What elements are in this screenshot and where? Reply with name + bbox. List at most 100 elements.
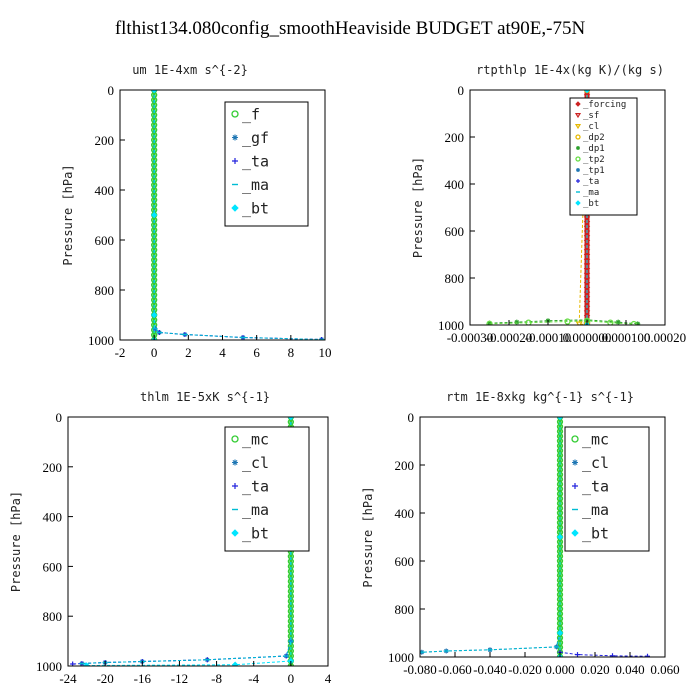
legend-entry: _dp2 [583,133,605,143]
data-point [635,321,641,325]
x-tick-label: -4 [248,671,259,686]
y-tick-label: 600 [43,559,63,574]
data-point [607,319,614,325]
data-point [583,90,591,94]
data-point [487,320,492,325]
legend-marker [232,134,238,141]
x-tick-label: 4 [325,671,332,686]
legend-entry: _ma [242,501,269,519]
x-tick-label: 0 [151,345,158,360]
y-tick-label: 200 [445,130,465,145]
legend-marker [571,529,579,537]
x-tick-label: -0.020 [508,662,542,677]
legend-marker [231,204,239,212]
x-tick-label: -0.040 [473,662,507,677]
x-tick-label: 8 [288,345,295,360]
y-tick-label: 200 [95,133,115,148]
data-point [575,652,580,657]
legend-entry: _tp2 [583,155,605,165]
y-tick-label: 0 [108,83,115,98]
legend-marker [575,101,581,107]
x-tick-label: -0.060 [438,662,472,677]
chart-title: rtm 1E-8xkg kg^{-1} s^{-1} [446,390,634,404]
legend-entry: _bt [583,199,599,209]
data-point [564,318,571,325]
chart-title: thlm 1E-5xK s^{-1} [140,390,270,404]
y-tick-label: 0 [56,410,63,425]
plot-area [150,90,325,340]
x-tick-label: 0.060 [650,662,679,677]
x-tick-label: 0.000 [545,662,574,677]
x-tick-label: 0 [288,671,295,686]
legend-entry: _gf [242,129,269,147]
legend-entry: _tp1 [583,166,605,176]
legend-entry: _bt [242,199,269,217]
chart-panel-1: um 1E-4xm s^{-2}Pressure [hPa]-2 0 2 4 6 8 100… [61,63,332,360]
data-point [150,311,158,319]
y-tick-label: 1000 [88,333,114,348]
legend-marker [575,134,581,140]
series-line [489,319,638,325]
y-tick-label: 1000 [438,318,464,333]
plot-frame [469,89,666,326]
x-tick-label: 0.040 [615,662,644,677]
data-point [630,320,637,325]
legend-entry: _ta [242,477,269,495]
data-point [150,211,158,219]
data-point [150,90,158,94]
legend-marker [231,110,239,118]
chart-panel-4: rtm 1E-8xkg kg^{-1} s^{-1} Pressure [hPa]… [361,390,680,677]
x-tick-label: -0.00010 [525,330,572,345]
legend-marker [574,124,582,130]
x-tick-label: 4 [219,345,226,360]
y-tick-label: 0 [458,83,465,98]
legend-entry: _sf [583,111,599,121]
x-tick-label: -12 [171,671,188,686]
legend-marker [572,459,578,466]
y-tick-label: 200 [43,460,63,475]
chart-panel-2: rtpthlp 1E-4x(kg K)/(kg s) Pressure [hPa]… [411,63,686,345]
legend-entry: _cl [583,122,599,132]
legend-entry: _mc [582,430,609,448]
legend-box [564,426,650,552]
series-line [421,417,561,653]
y-tick-label: 400 [43,510,63,525]
legend-marker [575,200,581,206]
x-tick-label: 0.000000 [563,330,612,345]
plot-area [420,417,650,657]
y-tick-label: 200 [395,458,415,473]
legend-entry: _ta [582,477,609,495]
chart-panel-3: thlm 1E-5xK s^{-1} Pressure [hPa] -24 -20 -1… [9,390,332,686]
chart-title: um 1E-4xm s^{-2} [132,63,248,77]
legend-entry: _cl [242,454,269,472]
y-tick-label: 1000 [36,659,62,674]
x-tick-label: 10 [319,345,332,360]
legend-marker [232,459,238,466]
x-tick-label: -16 [134,671,152,686]
data-point [514,319,520,325]
legend-entry: _dp1 [583,144,605,154]
chart-title: rtpthlp 1E-4x(kg K)/(kg s) [476,63,664,77]
y-tick-label: 800 [445,271,465,286]
legend-entry: _mc [242,430,269,448]
legend-marker [575,156,581,162]
y-axis-label: Pressure [hPa] [361,486,375,587]
plot-frame [419,416,666,658]
legend-entry: _ma [242,176,269,194]
x-tick-label: 2 [185,345,192,360]
y-tick-label: 400 [445,177,465,192]
x-tick-label: -0.080 [403,662,437,677]
data-point [486,320,493,325]
x-tick-label: 0.020 [580,662,609,677]
y-axis-label: Pressure [hPa] [411,157,425,258]
legend-marker [576,179,580,183]
data-point [83,662,90,666]
x-tick-label: -0.00030 [447,330,494,345]
plot-frame [67,416,329,667]
legend-entry: _bt [242,524,269,542]
x-tick-label: -2 [115,345,126,360]
legend-entry: _ta [242,152,269,170]
y-tick-label: 600 [95,233,115,248]
data-point [615,319,621,325]
